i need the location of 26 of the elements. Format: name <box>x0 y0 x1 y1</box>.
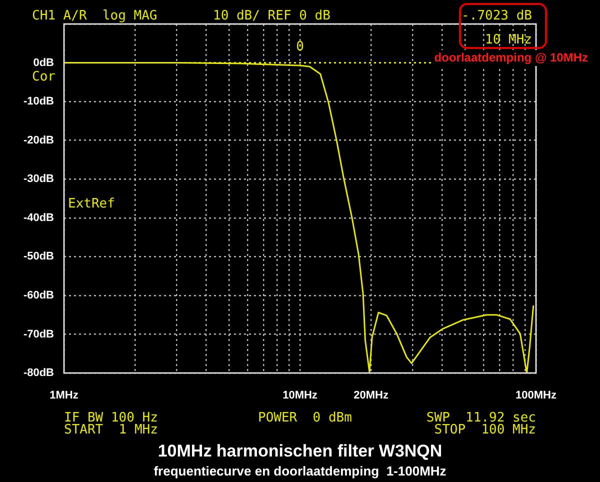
annotation: ExtRef <box>68 196 115 212</box>
text: Cor <box>32 69 56 84</box>
y-tick-label: 0dB <box>33 56 54 69</box>
x-tick-label: 100MHz <box>516 390 557 402</box>
x-tick-label: 1MHz <box>50 390 79 402</box>
text: START 1 MHz <box>64 422 158 438</box>
y-tick-label: -10dB <box>23 96 54 108</box>
annotation: 10 MHz <box>485 32 532 48</box>
y-tick-label: -20dB <box>23 134 54 146</box>
text: CH1 A/R log MAG <box>32 8 158 24</box>
text: 10MHz harmonischen filter W3NQN <box>158 442 442 461</box>
text: POWER 0 dBm <box>258 410 352 426</box>
y-tick-label: -60dB <box>23 289 54 302</box>
y-tick-label: -70dB <box>23 328 54 340</box>
text: STOP 100 MHz <box>434 422 536 438</box>
text: frequentiecurve en doorlaatdemping 1-100MHz <box>154 464 447 479</box>
annotation: doorlaatdemping @ 10MHz <box>434 50 588 64</box>
y-tick-label: -30dB <box>23 173 54 186</box>
annotation: 0 <box>296 39 304 54</box>
y-tick-label: -80dB <box>23 367 54 380</box>
y-tick-label: -40dB <box>23 212 54 224</box>
x-tick-label: 10MHz <box>282 390 318 402</box>
text: -.7023 dB <box>462 8 532 24</box>
y-tick-label: -50dB <box>23 250 54 263</box>
text: 10 dB/ REF 0 dB <box>213 8 331 24</box>
x-tick-label: 20MHz <box>354 390 389 402</box>
